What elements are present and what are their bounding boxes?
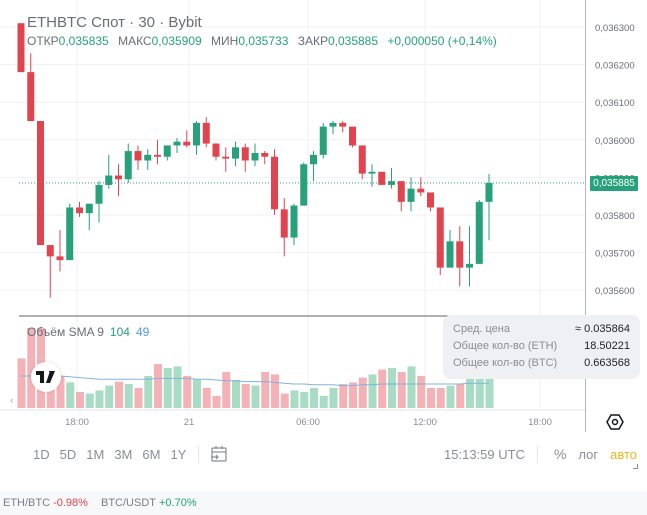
y-tick-label: 0,036100 [595, 98, 635, 109]
tooltip-row-avg-price: Сред. цена ≈ 0.035864 [453, 321, 630, 338]
high-value: 0,035909 [151, 34, 202, 48]
range-1d-button[interactable]: 1D [33, 446, 50, 462]
low-label: МИН [211, 34, 239, 48]
current-price-tag: 0,035885 [590, 176, 638, 191]
percent-scale-toggle[interactable]: % [553, 446, 567, 462]
volume-value: 104 [109, 325, 130, 339]
toolbar-divider [536, 445, 538, 463]
range-1m-button[interactable]: 1M [86, 446, 105, 462]
range-3m-button[interactable]: 3M [114, 446, 133, 462]
ticker-symbol[interactable]: ETH/BTC [3, 497, 51, 509]
toolbar-divider [198, 445, 200, 463]
x-tick-label: 21 [184, 417, 195, 428]
log-scale-toggle[interactable]: лог [578, 446, 599, 462]
y-tick-label: 0,036000 [595, 136, 635, 147]
x-tick-label: 06:00 [296, 417, 320, 428]
x-tick-label: 18:00 [65, 417, 89, 428]
y-tick-label: 0,035800 [595, 211, 635, 222]
x-tick-label: 12:00 [413, 417, 437, 428]
y-tick-label: 0,035600 [595, 286, 635, 297]
tooltip-value: 18.50221 [584, 340, 630, 352]
tooltip-row-btc-qty: Общее кол-во (BTC) 0.663568 [453, 355, 630, 372]
tooltip-row-eth-qty: Общее кол-во (ETH) 18.50221 [453, 338, 630, 355]
y-tick-label: 0,036200 [595, 61, 635, 72]
low-value: 0,035733 [238, 34, 289, 48]
stats-tooltip: Сред. цена ≈ 0.035864 Общее кол-во (ETH)… [443, 315, 640, 379]
tooltip-label: Общее кол-во (ETH) [453, 340, 558, 352]
volume-legend: Объём SMA 9 104 49 [27, 325, 149, 339]
range-5d-button[interactable]: 5D [59, 446, 77, 462]
resize-handle[interactable] [633, 464, 638, 469]
ticker-symbol[interactable]: BTC/USDT [100, 497, 156, 509]
open-label: ОТКР [27, 34, 59, 48]
volume-sma-value: 49 [135, 325, 150, 339]
ticker-bar: ETH/BTC -0.98% BTC/USDT +0.70% [0, 491, 647, 515]
go-to-date-calendar-icon[interactable] [209, 444, 229, 464]
symbol-title[interactable]: ETHBTC Спот · 30 · Bybit [27, 14, 202, 31]
settings-gear-icon[interactable] [606, 413, 624, 431]
range-6m-button[interactable]: 6M [142, 446, 161, 462]
toolbar-right: 15:13:59 UTC % лог авто [444, 445, 637, 463]
volume-label[interactable]: Объём SMA 9 [27, 325, 104, 339]
tooltip-label: Сред. цена [453, 323, 510, 335]
close-label: ЗАКР [297, 34, 328, 48]
close-value: 0,035885 [327, 34, 379, 48]
x-tick-label: 18:00 [528, 417, 552, 428]
bottom-toolbar: 1D 5D 1M 3M 6M 1Y 15:13:59 UTC % лог авт… [0, 440, 647, 468]
y-tick-label: 0,036300 [595, 23, 635, 34]
ticker-change: -0.98% [53, 497, 88, 509]
ohlc-values: ОТКР0,035835 МАКС0,035909 МИН0,035733 ЗА… [27, 34, 503, 48]
tooltip-value: 0.663568 [584, 357, 630, 369]
y-tick-label: 0,035700 [595, 249, 635, 260]
tooltip-value: ≈ 0.035864 [575, 323, 630, 335]
change-value: +0,000050 (+0,14%) [387, 34, 497, 48]
open-value: 0,035835 [58, 34, 109, 48]
chart-legend: ETHBTC Спот · 30 · Bybit ОТКР0,035835 МА… [27, 14, 503, 48]
range-selector: 1D 5D 1M 3M 6M 1Y [33, 447, 196, 462]
scroll-left-chevron-icon[interactable]: ‹ [10, 395, 14, 407]
tooltip-label: Общее кол-во (BTC) [453, 357, 558, 369]
chart-area[interactable]: 0,0363000,0362000,0361000,0360000,035900… [0, 0, 647, 432]
high-label: МАКС [118, 34, 152, 48]
auto-scale-toggle[interactable]: авто [610, 446, 637, 462]
range-1y-button[interactable]: 1Y [170, 446, 187, 462]
tradingview-logo-icon[interactable] [31, 362, 61, 392]
clock-time[interactable]: 15:13:59 UTC [444, 446, 525, 462]
ticker-change: +0.70% [158, 497, 197, 509]
